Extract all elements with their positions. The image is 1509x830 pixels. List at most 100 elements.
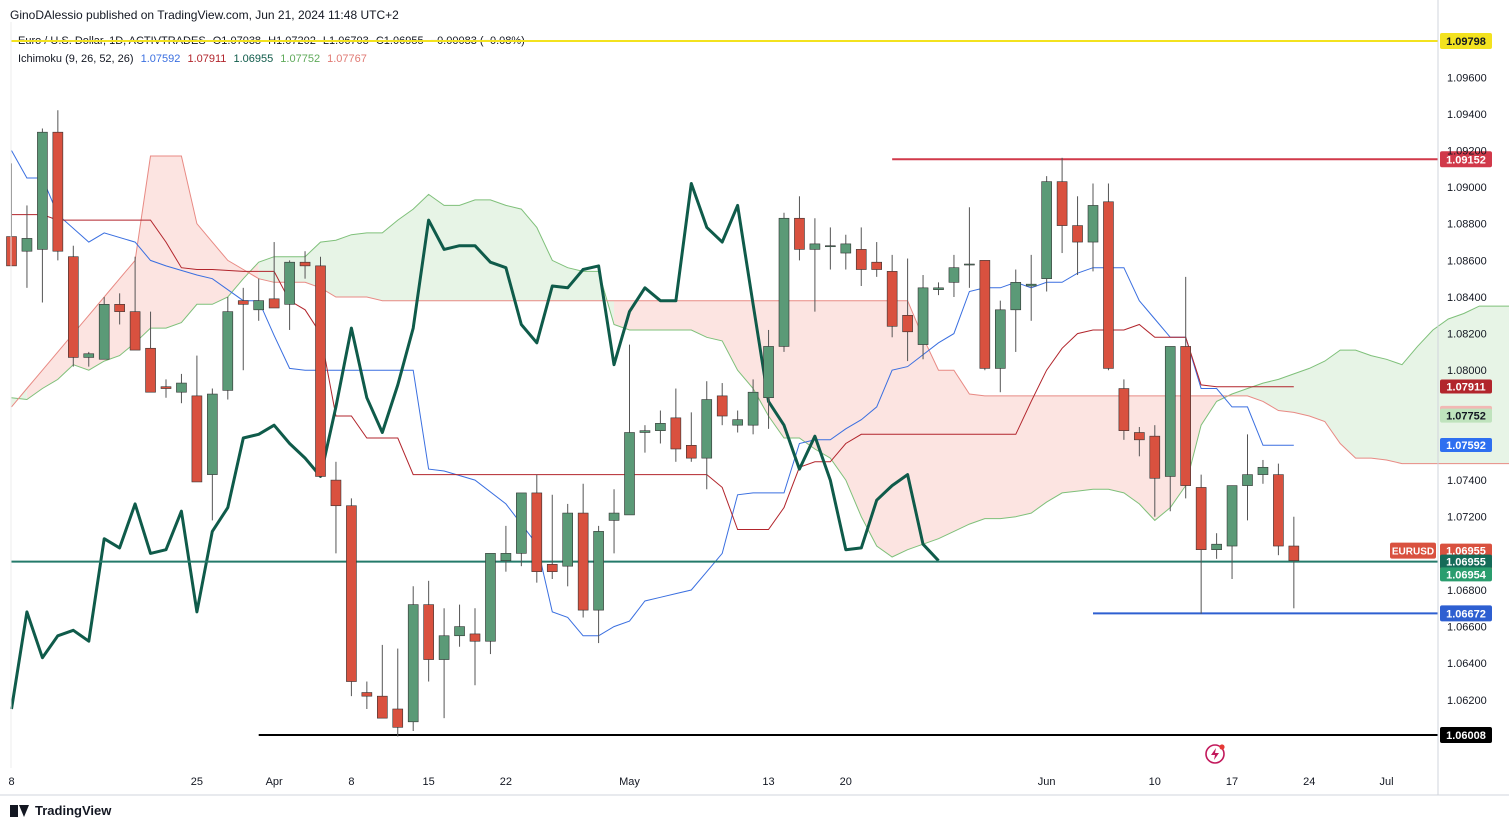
candle[interactable]	[407, 586, 419, 731]
candle[interactable]	[361, 681, 373, 709]
candle[interactable]	[979, 260, 991, 371]
candle[interactable]	[191, 355, 203, 483]
candle[interactable]	[1087, 183, 1099, 272]
candle[interactable]	[1211, 533, 1222, 559]
candle[interactable]	[1041, 176, 1052, 292]
candle[interactable]	[68, 245, 79, 367]
candle[interactable]	[485, 553, 496, 655]
candle[interactable]	[98, 296, 110, 360]
candle[interactable]	[1134, 427, 1145, 457]
candle[interactable]	[809, 218, 821, 312]
candle[interactable]	[531, 474, 543, 583]
candle-body	[763, 346, 774, 399]
candle[interactable]	[886, 254, 898, 338]
candle[interactable]	[747, 379, 759, 435]
candle[interactable]	[1010, 269, 1022, 352]
candle[interactable]	[469, 608, 481, 686]
candle[interactable]	[1149, 425, 1161, 517]
candle-body	[917, 287, 929, 345]
candle[interactable]	[655, 410, 666, 444]
candle[interactable]	[145, 311, 156, 393]
candle[interactable]	[392, 648, 404, 737]
candle[interactable]	[176, 373, 187, 404]
candle[interactable]	[871, 242, 883, 277]
candle[interactable]	[933, 282, 944, 296]
symbol-badge[interactable]	[1390, 542, 1436, 559]
candle[interactable]	[500, 525, 512, 572]
candle[interactable]	[1072, 196, 1083, 276]
candle[interactable]	[778, 212, 790, 352]
candle[interactable]	[268, 242, 280, 309]
candle[interactable]	[825, 227, 836, 270]
candle[interactable]	[237, 287, 249, 371]
candle[interactable]	[794, 196, 805, 261]
candle[interactable]	[438, 608, 450, 719]
candle[interactable]	[1195, 474, 1207, 614]
candle[interactable]	[160, 379, 172, 398]
candle-body	[732, 419, 743, 426]
candle[interactable]	[855, 227, 867, 287]
candle[interactable]	[516, 492, 527, 567]
lightning-icon[interactable]	[1205, 744, 1225, 764]
candle[interactable]	[1288, 516, 1300, 609]
candle[interactable]	[1164, 346, 1176, 512]
candle[interactable]	[670, 388, 682, 462]
candle[interactable]	[346, 498, 357, 697]
candle-body	[423, 604, 434, 660]
candle[interactable]	[1180, 276, 1191, 499]
candle[interactable]	[423, 580, 434, 682]
candle[interactable]	[21, 205, 33, 288]
resistance-badge	[1440, 151, 1492, 168]
candle[interactable]	[1056, 157, 1068, 254]
candle[interactable]	[114, 293, 125, 325]
ichimoku-lagging-value: 1.06955	[233, 53, 274, 65]
candle-body	[315, 265, 326, 477]
candle[interactable]	[546, 494, 558, 579]
candle[interactable]	[1118, 379, 1130, 440]
candle[interactable]	[917, 275, 929, 360]
candle[interactable]	[562, 503, 574, 587]
candle[interactable]	[376, 644, 388, 719]
candle[interactable]	[37, 128, 48, 303]
candle-body	[1273, 474, 1284, 547]
candle[interactable]	[685, 412, 697, 462]
candle[interactable]	[207, 388, 218, 521]
ichimoku-label[interactable]: Ichimoku (9, 26, 52, 26)	[18, 53, 134, 65]
candle[interactable]	[1025, 254, 1037, 321]
candle[interactable]	[624, 344, 635, 516]
candle[interactable]	[1226, 485, 1238, 579]
candle[interactable]	[299, 251, 311, 279]
candle[interactable]	[1242, 434, 1253, 521]
candle[interactable]	[577, 483, 589, 618]
candle[interactable]	[284, 260, 295, 330]
candle[interactable]	[902, 258, 913, 362]
candle[interactable]	[701, 381, 713, 490]
candle[interactable]	[1103, 183, 1114, 371]
time-tick-label: 8	[348, 776, 354, 788]
candle[interactable]	[948, 254, 960, 297]
candle[interactable]	[639, 425, 651, 453]
candle[interactable]	[763, 329, 774, 429]
candle[interactable]	[83, 351, 95, 367]
candle[interactable]	[1257, 459, 1269, 484]
candle[interactable]	[222, 296, 234, 400]
candle[interactable]	[840, 234, 852, 270]
tradingview-brand[interactable]: TradingView	[10, 803, 111, 818]
candle[interactable]	[253, 278, 264, 321]
candle[interactable]	[716, 383, 728, 426]
candle-body	[1118, 388, 1130, 431]
candle[interactable]	[1273, 463, 1284, 556]
last-price-badge	[1440, 543, 1492, 558]
candle[interactable]	[129, 256, 141, 351]
candle[interactable]	[315, 256, 326, 477]
candle[interactable]	[964, 207, 975, 288]
candle[interactable]	[732, 410, 743, 433]
candle[interactable]	[608, 489, 620, 554]
publisher-line: GinoDAlessio published on TradingView.co…	[10, 8, 399, 22]
candle[interactable]	[994, 300, 1006, 393]
candle[interactable]	[52, 110, 64, 261]
candle[interactable]	[454, 604, 465, 647]
candle[interactable]	[593, 525, 604, 644]
candle[interactable]	[330, 461, 342, 554]
